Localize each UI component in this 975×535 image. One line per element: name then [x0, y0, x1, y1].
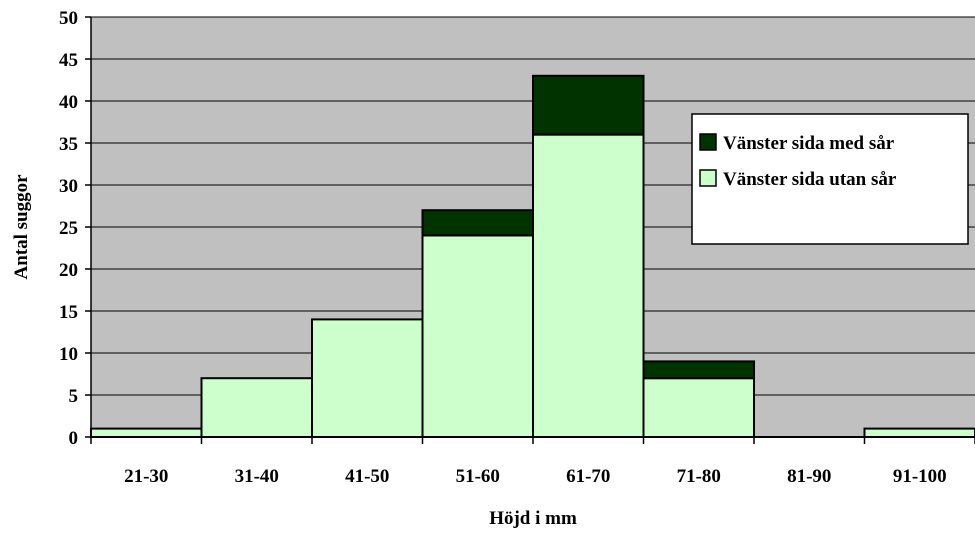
legend-box	[691, 113, 969, 245]
y-tick-label: 40	[59, 92, 78, 113]
bar-71-80-series-1	[642, 360, 755, 380]
x-tick-label: 31-40	[235, 466, 279, 487]
x-tick-label: 91-100	[893, 466, 947, 487]
x-tick-label: 51-60	[456, 466, 500, 487]
y-tick-label: 20	[59, 260, 78, 281]
x-tick-label: 41-50	[345, 466, 389, 487]
y-tick-label: 0	[69, 428, 79, 449]
bar-31-40-series-0	[200, 377, 313, 439]
bars	[90, 74, 975, 439]
y-tick-label: 15	[59, 302, 78, 323]
x-axis-title: Höjd i mm	[489, 508, 577, 529]
bar-91-100-series-0	[863, 427, 975, 439]
x-tick-labels: 21-30 31-40 41-50 51-60 61-70 71-80 81-90 91-10…	[90, 437, 975, 487]
x-tick-label: 61-70	[566, 466, 610, 487]
bar-51-60-series-1	[421, 209, 534, 237]
legend-swatch	[699, 169, 717, 187]
y-axis-title: Antal suggor	[11, 174, 32, 280]
x-tick-label: 21-30	[124, 466, 168, 487]
bar-41-50-series-0	[311, 318, 424, 438]
y-tick-labels: 0 5 10 15 20 25 30 35 40 45 50	[59, 8, 91, 449]
y-tick-label: 10	[59, 344, 78, 365]
bar-61-70-series-0	[532, 133, 645, 438]
x-tick-label: 81-90	[787, 466, 831, 487]
legend-label: Vänster sida med sår	[723, 133, 895, 154]
bar-21-30-series-0	[90, 427, 203, 439]
y-tick-label: 25	[59, 218, 78, 239]
y-tick-label: 50	[59, 8, 78, 29]
bar-61-70-series-1	[532, 74, 645, 136]
legend-swatch	[699, 133, 717, 151]
y-tick-label: 45	[59, 50, 78, 71]
legend-label: Vänster sida utan sår	[723, 169, 897, 190]
y-tick-label: 35	[59, 134, 78, 155]
legend: Vänster sida med sår Vänster sida utan så…	[691, 113, 969, 245]
x-tick-label: 71-80	[677, 466, 721, 487]
y-tick-label: 30	[59, 176, 78, 197]
bar-51-60-series-0	[421, 234, 534, 438]
bar-71-80-series-0	[642, 377, 755, 439]
y-tick-label: 5	[69, 386, 79, 407]
